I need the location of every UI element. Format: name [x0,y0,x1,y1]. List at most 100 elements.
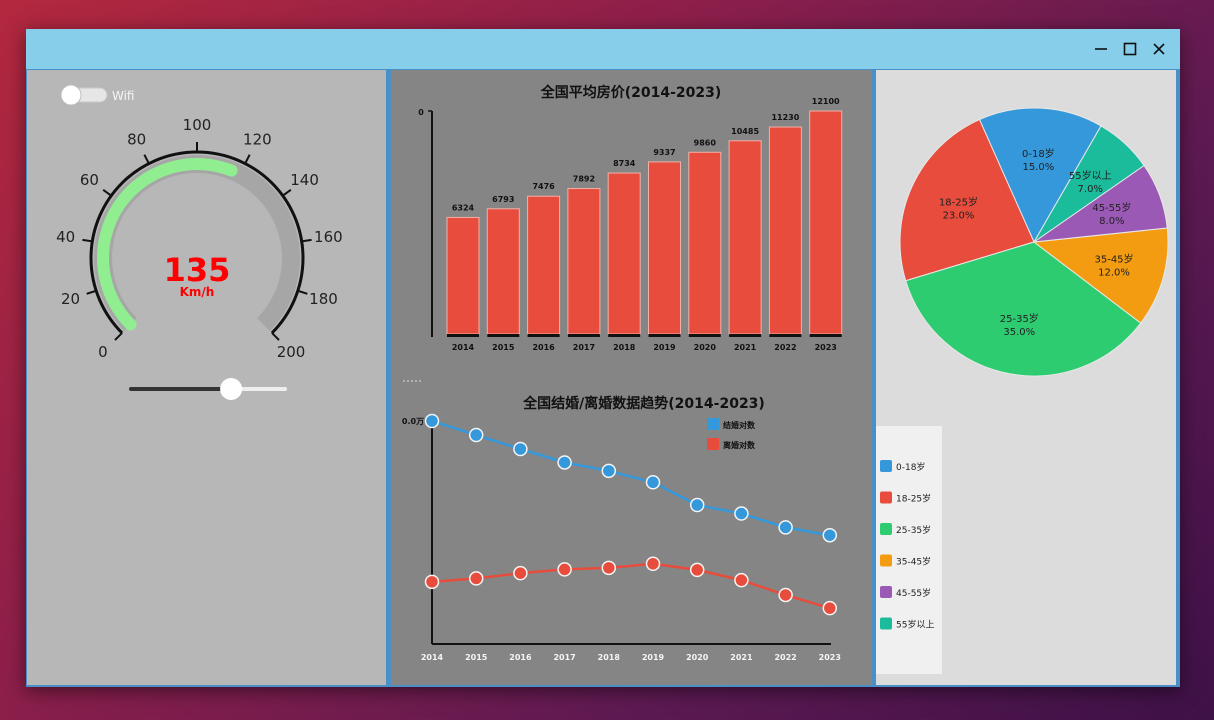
bar-base [688,334,721,337]
gauge-tick [244,154,251,165]
wifi-toggle-label: Wifi [112,89,135,103]
gauge-progress-arc [97,158,238,331]
pie-legend-swatch [880,554,892,567]
pie-slice-label: 35-45岁 [1094,252,1133,265]
bar-base [567,334,600,337]
gauge-tick [271,332,280,341]
gauge-tick-label: 40 [56,228,75,246]
bar [567,188,601,335]
gauge-tick [114,332,123,341]
bar-data-label: 7476 [532,182,555,191]
bar-x-tick-label: 2017 [573,343,595,352]
line-x-tick-label: 2020 [686,653,709,662]
line-x-tick-label: 2016 [509,653,532,662]
pie-legend: 0-18岁 18-25岁 25-35岁 35-45岁 45-55岁 55岁以上 [876,426,942,674]
bar-base [729,334,762,337]
bar-base [527,334,560,337]
app-window: Wifi 0 20 40 60 80 100 120 140 160 180 200 135 Km/… [26,29,1180,687]
pie-slice-label: 18-25岁 [939,195,978,208]
series-line [431,419,831,537]
bar [648,161,681,335]
gauge-tick [282,189,292,197]
bar-data-label: 10485 [731,127,759,136]
bar-data-label: 11230 [771,113,799,122]
line-x-tick-label: 2021 [730,653,753,662]
gauge-tick-label: 140 [290,171,319,189]
pie-slice [1032,227,1169,324]
pie-legend-swatch [880,617,892,630]
gauge-tick-label: 200 [277,343,306,361]
bar-base [809,334,842,337]
series-point [513,441,528,457]
series-point [689,562,705,578]
maximize-icon[interactable] [1120,39,1140,59]
line-x-tick-label: 2017 [553,653,575,662]
gauge-tick-label: 0 [98,343,108,361]
gauge-tick-label: 80 [127,130,146,148]
pie-legend-swatch [880,491,892,504]
bar [486,208,520,335]
gauge-tick [86,289,97,295]
series-point [734,506,749,521]
series-point [557,455,572,470]
line-x-tick-label: 2023 [819,653,841,662]
bar-x-tick-label: 2014 [452,343,475,352]
bar-base [769,334,802,337]
bar-data-label: 7892 [573,175,595,184]
minimize-icon[interactable] [1091,39,1111,59]
speed-slider[interactable] [129,378,287,400]
series-point [822,527,838,543]
pie-slice [1033,125,1145,243]
bar-data-label: 12100 [812,97,840,106]
bar-data-label: 6324 [452,203,475,212]
pie-legend-label: 18-25岁 [896,493,931,505]
wifi-toggle[interactable] [60,84,108,106]
title-bar[interactable] [26,29,1180,69]
bar-data-label: 6793 [492,195,514,204]
gauge-tick-label: 160 [314,228,343,246]
speed-gauge: 0 20 40 60 80 100 120 140 160 180 200 135 Km/h [56,116,343,361]
series-point [645,556,661,571]
pie-slice-percent: 35.0% [1003,327,1035,338]
series-point [689,497,705,513]
bar-data-label: 9860 [694,138,717,147]
line-y-tick-label: 0.0万 [402,417,424,426]
bar-chart-title: 全国平均房价(2014-2023) [540,84,722,101]
pie-legend-label: 55岁以上 [896,619,934,631]
gauge-value: 135 [164,251,231,289]
pie-slice-label: 25-35岁 [1000,312,1039,325]
close-icon[interactable] [1149,39,1169,59]
pie-slice [905,241,1142,377]
pie-slice-percent: 8.0% [1099,216,1124,227]
gauge-tick [143,154,150,165]
line-x-tick-label: 2015 [465,653,488,662]
line-x-tick-label: 2022 [774,653,796,662]
bar-base [648,334,681,337]
series-point [601,560,617,576]
bar-x-tick-label: 2019 [653,343,676,352]
pie-legend-label: 45-55岁 [896,587,931,599]
series-point [778,587,793,603]
bar [446,216,480,335]
gauge-tick-label: 20 [61,290,80,308]
bar-x-tick-label: 2016 [532,343,555,352]
bar-base [487,334,520,337]
line-x-tick-label: 2014 [421,653,444,662]
bar [607,172,641,335]
slider-handle[interactable] [220,378,243,400]
gauge-unit: Km/h [180,285,215,299]
charts-canvas: 全国平均房价(2014-2023) 0 6324 2014 6793 2015 7476… [402,84,843,662]
pie-panel: 0-18岁 15.0% 18-25岁 23.0% 25-35岁 35.0% 35-45岁 12… [876,70,1176,685]
age-pie-chart: 0-18岁 15.0% 18-25岁 23.0% 25-35岁 35.0% 35-45岁 12… [899,107,1169,377]
gauge-tick [82,238,93,243]
series-point [734,572,749,588]
bar-x-tick-label: 2015 [492,343,515,352]
series-point [645,475,661,490]
series-point [557,562,572,577]
pie-slice [978,107,1102,244]
bar-base [608,334,641,337]
bar-x-tick-label: 2018 [613,343,636,352]
charts-panel: 全国平均房价(2014-2023) 0 6324 2014 6793 2015 7476… [391,70,872,685]
bar [728,140,762,335]
gauge-tick-label: 60 [80,171,99,189]
